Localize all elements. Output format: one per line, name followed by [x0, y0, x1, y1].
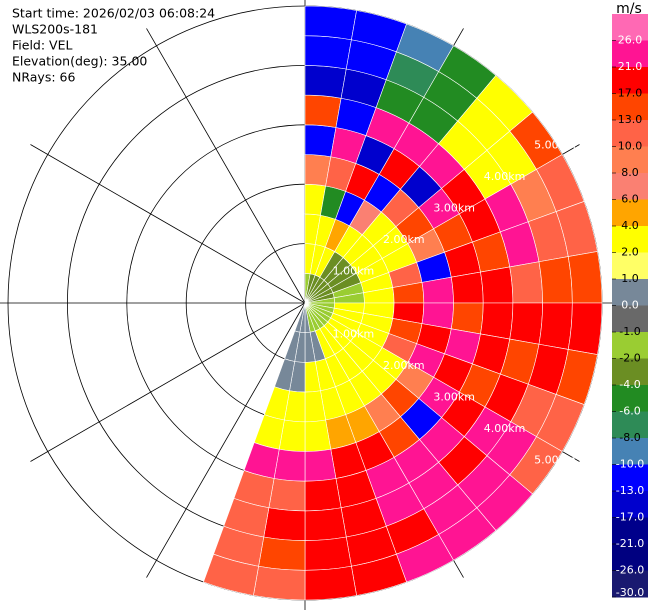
colorbar-label: -13.0 — [616, 484, 644, 497]
velocity-cell — [538, 256, 573, 304]
colorbar-label: -1.0 — [619, 325, 640, 338]
azimuth-spoke — [146, 302, 306, 578]
colorbar-label: 6.0 — [621, 193, 639, 206]
velocity-cell — [304, 536, 352, 571]
colorbar-label: 8.0 — [621, 166, 639, 179]
colorbar-segment — [612, 411, 648, 439]
velocity-cell — [304, 124, 337, 158]
velocity-cells — [203, 5, 603, 601]
colorbar-segment — [612, 544, 648, 571]
velocity-cell — [538, 302, 573, 350]
info-line: WLS200s-181 — [12, 22, 98, 37]
colorbar-segment — [612, 491, 648, 518]
velocity-cell — [304, 507, 347, 541]
velocity-cell — [263, 507, 306, 541]
ring-label: 2.00km — [383, 359, 425, 372]
colorbar-segment — [612, 279, 648, 306]
colorbar-label: 17.0 — [618, 87, 643, 100]
colorbar-segment — [612, 93, 648, 121]
velocity-cell — [304, 478, 342, 512]
colorbar-title: m/s — [616, 1, 642, 17]
colorbar-label: -26.0 — [616, 564, 644, 577]
ring-label: 3.00km — [433, 390, 475, 403]
colorbar-segment — [612, 332, 648, 359]
velocity-cell — [258, 536, 306, 571]
colorbar-label: 10.0 — [618, 140, 643, 153]
colorbar-label: 4.0 — [621, 219, 639, 232]
colorbar-label: -10.0 — [616, 458, 644, 471]
ring-labels: 1.00km 1.00km 2.00km 2.00km 3.00km 3.00km 4.00… — [333, 139, 576, 467]
info-line: Start time: 2026/02/03 06:08:24 — [12, 6, 215, 21]
velocity-cell — [480, 266, 514, 304]
info-line: Elevation(deg): 35.00 — [12, 54, 147, 69]
colorbar-label: -4.0 — [619, 378, 640, 391]
colorbar-label: -6.0 — [619, 405, 640, 418]
info-line: NRays: 66 — [12, 70, 75, 85]
ring-label: 4.00km — [484, 170, 526, 183]
velocity-cell — [567, 251, 603, 304]
ring-label: 1.00km — [333, 327, 375, 340]
info-block: Start time: 2026/02/03 06:08:24WLS200s-1… — [12, 6, 215, 85]
velocity-cell — [480, 302, 514, 340]
colorbar-label: -2.0 — [619, 352, 640, 365]
velocity-cell — [567, 302, 603, 355]
colorbar-segment — [612, 464, 648, 492]
colorbar-label: 21.0 — [618, 60, 643, 73]
colorbar-label: -17.0 — [616, 511, 644, 524]
velocity-cell — [509, 302, 543, 345]
colorbar-label: 2.0 — [621, 246, 639, 259]
colorbar-segment — [612, 438, 648, 465]
azimuth-spoke — [146, 28, 306, 304]
info-line: Field: VEL — [12, 38, 72, 53]
ring-label: 4.00km — [484, 422, 526, 435]
colorbar-label: 26.0 — [618, 34, 643, 47]
velocity-cell — [304, 448, 337, 482]
colorbar-label: 0.0 — [621, 299, 639, 312]
velocity-cell — [450, 271, 484, 304]
velocity-cell — [304, 94, 342, 128]
ring-label: 3.00km — [433, 202, 475, 215]
velocity-cell — [253, 565, 306, 601]
colorbar-label: 1.0 — [621, 272, 639, 285]
colorbar-label: 13.0 — [618, 113, 643, 126]
ring-label: 1.00km — [333, 265, 375, 278]
colorbar-segment — [612, 199, 648, 227]
colorbar-segment — [612, 517, 648, 545]
colorbar-segment — [612, 385, 648, 412]
velocity-cell — [273, 448, 306, 482]
ring-label: 2.00km — [383, 233, 425, 246]
colorbar-label: -21.0 — [616, 537, 644, 550]
velocity-cell — [304, 35, 352, 70]
colorbar-label: -30.0 — [616, 586, 644, 599]
ring-label: 5.00km — [534, 139, 576, 152]
colorbar-segment — [612, 570, 648, 598]
colorbar-segment — [612, 146, 648, 174]
colorbar-segment — [612, 40, 648, 68]
velocity-cell — [450, 302, 484, 335]
velocity-cell — [509, 261, 543, 304]
colorbar-segment — [612, 120, 648, 147]
azimuth-spoke — [30, 302, 306, 462]
colorbar-segment — [612, 67, 648, 94]
colorbar-segment — [612, 358, 648, 386]
colorbar-segment — [612, 173, 648, 200]
colorbar-segment — [612, 252, 648, 280]
ring-label: 5.00km — [534, 453, 576, 466]
velocity-cell — [304, 65, 347, 99]
colorbar-segment — [612, 226, 648, 253]
velocity-cell — [304, 5, 357, 41]
velocity-cell — [268, 478, 306, 512]
azimuth-spoke — [30, 144, 306, 304]
colorbar: m/s 26.0 21.0 17.0 13.0 10.0 8.0 6.0 4.0 2.0 1.0 0… — [612, 1, 648, 599]
colorbar-segment — [612, 305, 648, 333]
colorbar-segment — [612, 14, 648, 41]
colorbar-label: -8.0 — [619, 431, 640, 444]
velocity-cell — [203, 553, 259, 596]
velocity-cell — [304, 565, 357, 601]
